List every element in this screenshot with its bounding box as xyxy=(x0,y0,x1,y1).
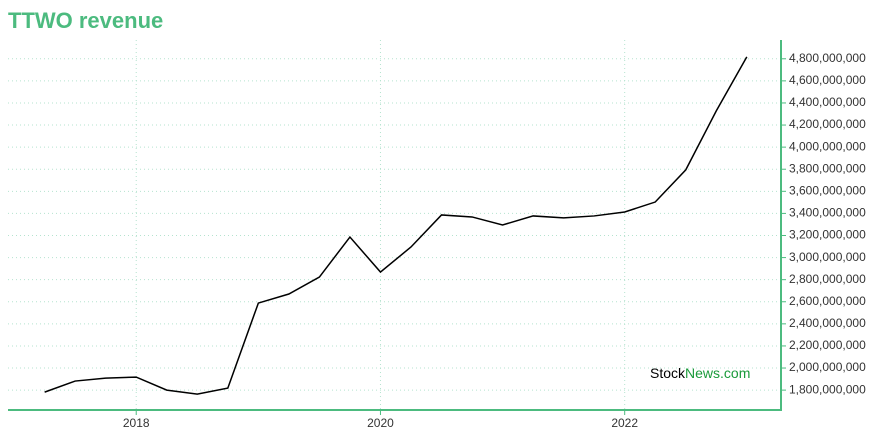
y-tick-label: 4,400,000,000 xyxy=(789,95,866,109)
y-tick-label: 4,200,000,000 xyxy=(789,117,866,131)
y-tick-label: 2,200,000,000 xyxy=(789,338,866,352)
y-tick-label: 4,600,000,000 xyxy=(789,73,866,87)
y-tick-label: 1,800,000,000 xyxy=(789,382,866,396)
y-tick-label: 3,400,000,000 xyxy=(789,206,866,220)
x-tick-label: 2022 xyxy=(611,416,638,430)
line xyxy=(44,56,748,395)
x-tick-label: 2018 xyxy=(123,416,150,430)
watermark-part: News.com xyxy=(685,365,750,381)
y-tick-label: 3,600,000,000 xyxy=(789,183,866,197)
x-tick-label: 2020 xyxy=(367,416,394,430)
grid xyxy=(8,40,781,410)
y-tick-label: 4,000,000,000 xyxy=(789,139,866,153)
y-tick-label: 3,000,000,000 xyxy=(789,250,866,264)
watermark: StockNews.com xyxy=(650,365,750,381)
chart-title: TTWO revenue xyxy=(8,8,163,33)
y-tick-label: 3,200,000,000 xyxy=(789,228,866,242)
y-tick-label: 2,600,000,000 xyxy=(789,294,866,308)
watermark-part: Stock xyxy=(650,365,686,381)
y-tick-label: 2,400,000,000 xyxy=(789,316,866,330)
y-tick-label: 3,800,000,000 xyxy=(789,161,866,175)
y-tick-label: 2,000,000,000 xyxy=(789,360,866,374)
y-tick-label: 2,800,000,000 xyxy=(789,272,866,286)
y-tick-label: 4,800,000,000 xyxy=(789,51,866,65)
